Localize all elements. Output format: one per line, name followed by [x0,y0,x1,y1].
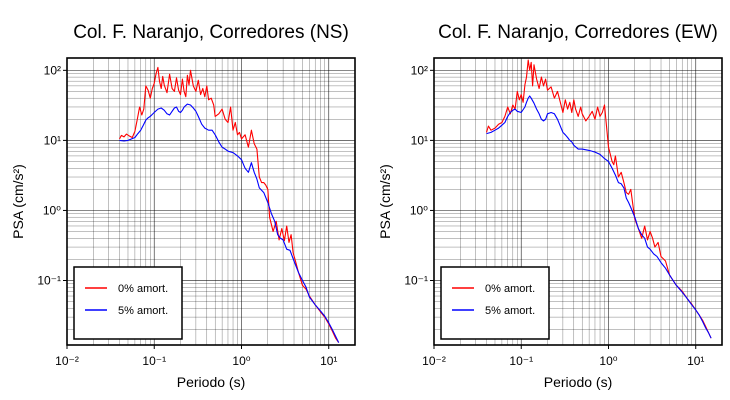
y-tick-label: 10⁰ [43,203,61,217]
chart-title: Col. F. Naranjo, Corredores (NS) [73,22,349,43]
y-tick-label: 10¹ [411,133,428,147]
x-tick-label: 10¹ [320,354,337,368]
x-tick-label: 10⁻¹ [142,354,166,368]
x-axis-label: Periodo (s) [544,374,612,390]
legend-label: 5% amort. [118,305,168,317]
legend-label: 0% amort. [118,283,168,295]
grid [434,58,722,345]
series-line [486,95,712,339]
y-tick-label: 10⁻¹ [37,273,61,287]
x-tick-label: 10⁰ [232,354,250,368]
legend: 0% amort. 5% amort. [440,266,550,340]
legend-label: 5% amort. [485,305,535,317]
y-axis-label: PSA (cm/s²) [377,164,393,239]
y-tick-label: 10⁰ [410,203,428,217]
x-tick-label: 10⁻² [55,354,79,368]
y-axis-label: PSA (cm/s²) [10,164,26,239]
plot-frame [433,57,723,346]
chart-panel: 10⁻² 10⁻¹ 10⁰ 10¹ 10⁻¹ 10⁰ 10¹ 10² Col. F. Naran… [377,22,723,390]
legend: 0% amort. 5% amort. [73,266,183,340]
chart-title: Col. F. Naranjo, Corredores (EW) [438,22,718,43]
chart-panel: 10⁻² 10⁻¹ 10⁰ 10¹ 10⁻¹ 10⁰ 10¹ 10² Col. F. Naran… [10,22,356,390]
x-tick-label: 10⁰ [599,354,617,368]
series-line [119,66,340,343]
series-line [485,59,712,339]
series-line [119,103,340,343]
x-tick-label: 10⁻¹ [509,354,533,368]
y-tick-label: 10² [411,63,428,77]
y-tick-label: 10² [44,63,61,77]
y-tick-label: 10¹ [44,133,61,147]
legend-label: 0% amort. [485,283,535,295]
x-axis-label: Periodo (s) [177,374,245,390]
legend-box [73,266,183,340]
legend-box [440,266,550,340]
y-tick-label: 10⁻¹ [404,273,428,287]
plot-frame [66,57,356,346]
x-tick-label: 10⁻² [422,354,446,368]
x-tick-label: 10¹ [687,354,704,368]
